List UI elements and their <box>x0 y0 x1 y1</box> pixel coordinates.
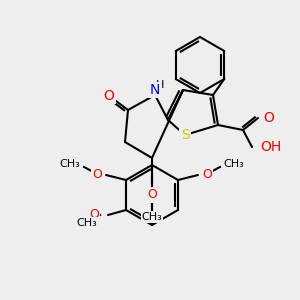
Text: O: O <box>202 167 212 181</box>
Text: CH₃: CH₃ <box>76 218 97 228</box>
Text: O: O <box>147 188 157 202</box>
Text: CH₃: CH₃ <box>59 159 80 169</box>
Text: S: S <box>181 128 189 142</box>
Text: N: N <box>150 83 160 97</box>
Text: O: O <box>103 89 114 103</box>
Text: CH₃: CH₃ <box>142 212 162 222</box>
Text: O: O <box>263 111 274 125</box>
Text: CH₃: CH₃ <box>223 159 244 169</box>
Text: O: O <box>92 167 102 181</box>
Text: H: H <box>156 80 164 90</box>
Text: OH: OH <box>260 140 281 154</box>
Text: O: O <box>89 208 99 221</box>
